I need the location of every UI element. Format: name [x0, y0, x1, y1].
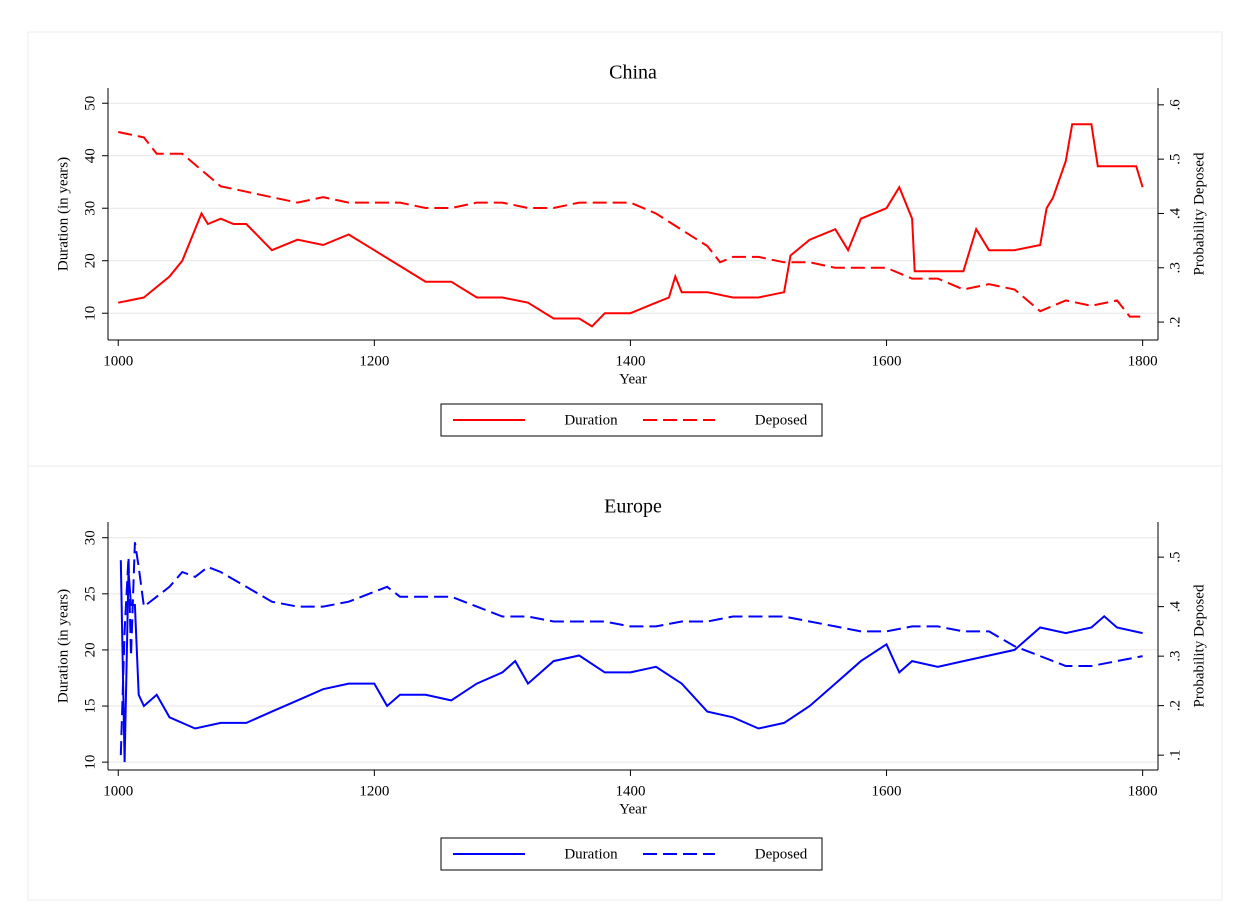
y-tick-label: 50: [82, 96, 98, 111]
y2-tick-label: .6: [1167, 99, 1183, 111]
y-tick-label: 10: [82, 306, 98, 321]
x-tick-label: 1800: [1128, 353, 1158, 369]
y2-tick-label: .3: [1167, 262, 1183, 273]
y-tick-label: 40: [82, 148, 98, 163]
y-axis-label: Duration (in years): [55, 589, 71, 703]
panel-frame: [27, 31, 1223, 467]
data-line: [117, 131, 1143, 318]
chart-title: China: [609, 62, 657, 84]
y2-tick-label: .3: [1167, 651, 1183, 662]
data-line: [119, 542, 1143, 756]
x-tick-label: 1200: [359, 783, 389, 799]
y2-tick-label: .5: [1167, 154, 1183, 165]
y-tick-label: 30: [82, 201, 98, 216]
legend-label: Deposed: [755, 846, 808, 862]
y2-axis-label: Probability Deposed: [1191, 584, 1207, 707]
y-tick-label: 30: [82, 530, 98, 545]
chart-title: Europe: [604, 496, 662, 518]
x-axis-label: Year: [619, 371, 647, 387]
legend-label: Duration: [564, 412, 618, 428]
y-tick-label: 10: [82, 755, 98, 770]
panel-frame: [27, 465, 1223, 901]
y2-tick-label: .2: [1167, 700, 1183, 711]
x-axis-label: Year: [619, 801, 647, 817]
legend-label: Deposed: [755, 412, 808, 428]
x-tick-label: 1800: [1128, 783, 1158, 799]
x-tick-label: 1400: [615, 353, 645, 369]
y-tick-label: 25: [82, 586, 98, 601]
x-tick-label: 1000: [103, 783, 133, 799]
y-axis-label: Duration (in years): [55, 157, 71, 271]
y2-tick-label: .4: [1167, 207, 1183, 219]
y-tick-label: 20: [82, 253, 98, 268]
y2-axis-label: Probability Deposed: [1191, 152, 1207, 275]
y2-tick-label: .4: [1167, 601, 1183, 613]
legend-label: Duration: [564, 846, 618, 862]
y-tick-label: 15: [82, 699, 98, 714]
x-tick-label: 1400: [615, 783, 645, 799]
y2-tick-label: .2: [1167, 316, 1183, 327]
x-tick-label: 1600: [872, 783, 902, 799]
x-tick-label: 1200: [359, 353, 389, 369]
y2-tick-label: .1: [1167, 750, 1183, 761]
data-line: [118, 123, 1144, 328]
y2-tick-label: .5: [1167, 552, 1183, 563]
x-tick-label: 1000: [103, 353, 133, 369]
x-tick-label: 1600: [872, 353, 902, 369]
data-line: [119, 560, 1143, 763]
legend-box: [440, 403, 823, 437]
y-tick-label: 20: [82, 642, 98, 657]
